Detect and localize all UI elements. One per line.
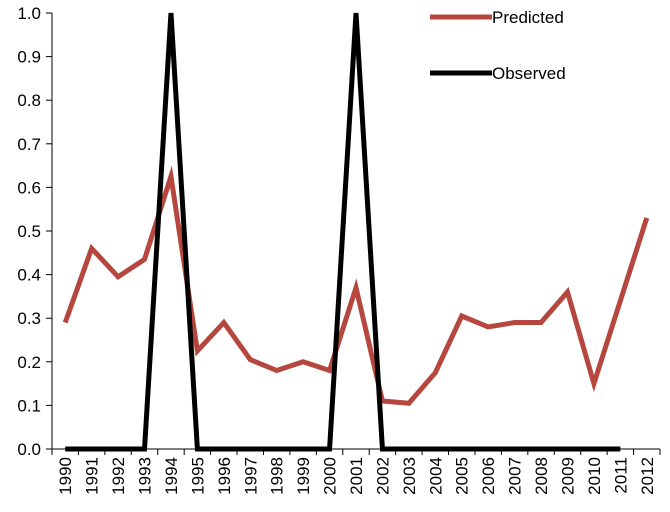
y-tick-label: 0.6 xyxy=(17,178,41,197)
x-tick-label: 1990 xyxy=(56,457,75,495)
x-tick-label: 1991 xyxy=(83,457,102,495)
y-tick-label: 0.7 xyxy=(17,135,41,154)
x-tick-label: 2004 xyxy=(426,457,445,495)
x-tick-label: 1999 xyxy=(294,457,313,495)
series-line-observed xyxy=(65,12,621,452)
chart-axes xyxy=(51,13,660,450)
x-tick-label: 1996 xyxy=(215,457,234,495)
x-tick-label: 2008 xyxy=(532,457,551,495)
legend-label-observed: Observed xyxy=(492,64,566,83)
chart-series xyxy=(62,12,650,452)
series-line-predicted xyxy=(62,165,650,406)
x-tick-label: 1995 xyxy=(188,457,207,495)
y-tick-label: 0.8 xyxy=(17,91,41,110)
x-tick-label: 2009 xyxy=(558,457,577,495)
legend-label-predicted: Predicted xyxy=(492,8,564,27)
x-tick-label: 1993 xyxy=(136,457,155,495)
x-tick-label: 1998 xyxy=(268,457,287,495)
chart-legend: Predicted Observed xyxy=(430,8,566,83)
x-tick-label: 2003 xyxy=(400,457,419,495)
x-tick-label: 2001 xyxy=(347,457,366,495)
x-tick-label: 1992 xyxy=(109,457,128,495)
chart-ticks: 0.0 0.1 0.2 0.3 0.4 0.5 0.6 0.7 0.8 0.9 1.0 1990 199… xyxy=(17,4,661,495)
x-tick-label: 2006 xyxy=(479,457,498,495)
x-tick-label: 2007 xyxy=(506,457,525,495)
y-tick-label: 1.0 xyxy=(17,4,41,23)
x-tick-label: 2011 xyxy=(611,457,630,494)
y-tick-label: 0.0 xyxy=(17,440,41,459)
x-tick-label: 1997 xyxy=(241,457,260,495)
x-tick-label: 2012 xyxy=(638,457,657,495)
y-tick-label: 0.5 xyxy=(17,222,41,241)
x-tick-label: 2002 xyxy=(373,457,392,495)
y-tick-label: 0.4 xyxy=(17,266,41,285)
x-tick-label: 2000 xyxy=(321,457,340,495)
x-tick-label: 2010 xyxy=(585,457,604,495)
y-tick-label: 0.3 xyxy=(17,309,41,328)
y-tick-label: 0.1 xyxy=(17,396,41,415)
y-tick-label: 0.9 xyxy=(17,48,41,67)
x-tick-label: 2005 xyxy=(453,457,472,495)
x-tick-label: 1994 xyxy=(162,457,181,495)
y-tick-label: 0.2 xyxy=(17,353,41,372)
